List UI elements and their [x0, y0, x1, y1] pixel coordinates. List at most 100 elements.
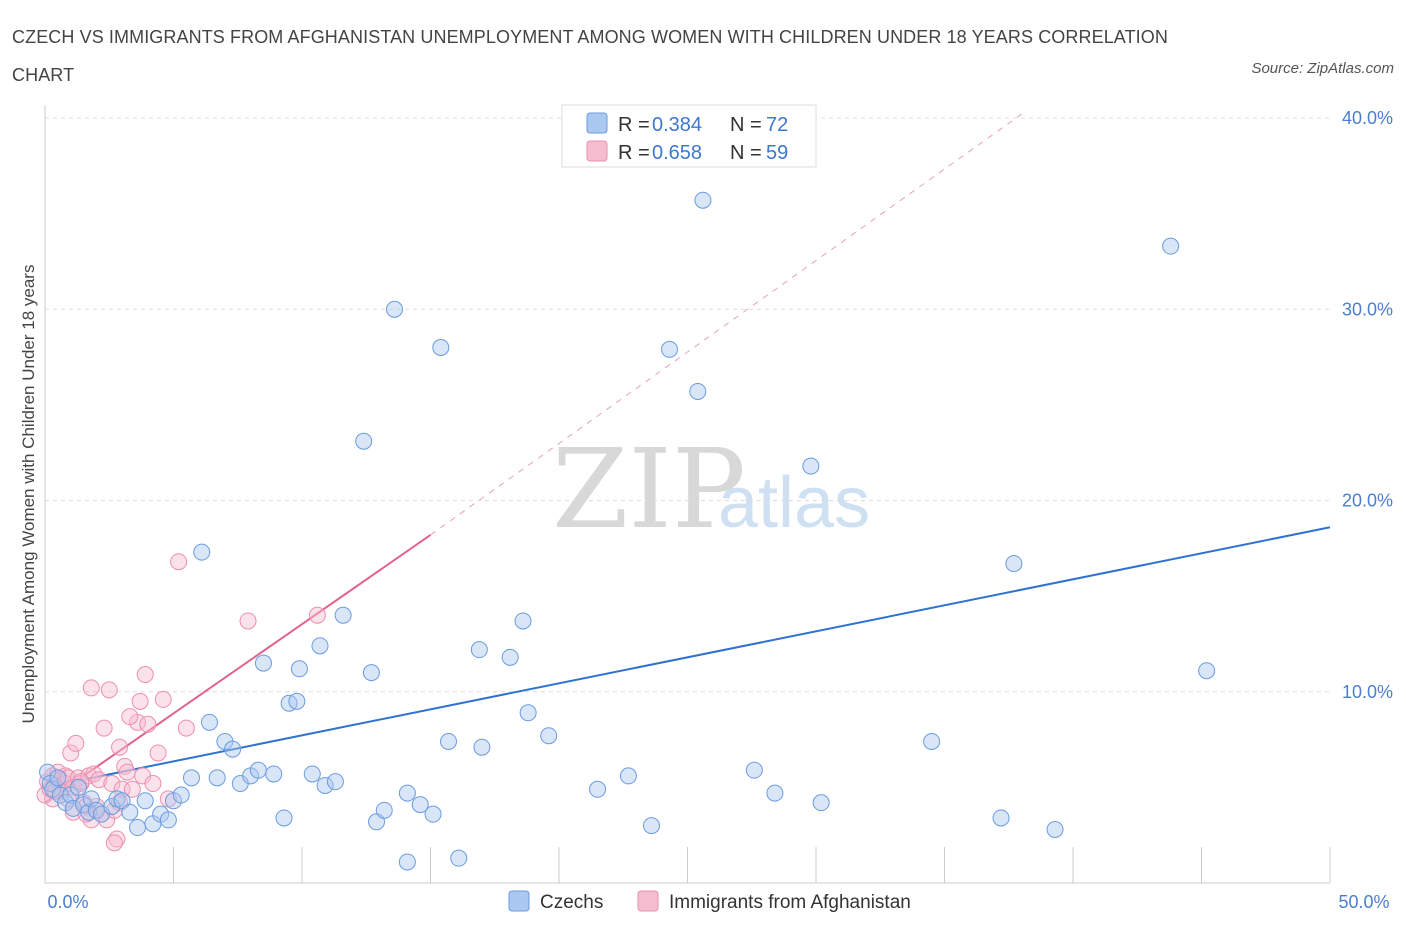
bottom-legend-czechs: Czechs	[540, 892, 603, 913]
afghan-point	[136, 666, 154, 684]
czech-point	[316, 776, 334, 794]
czech-point	[249, 761, 267, 779]
axes	[44, 105, 1330, 884]
legend-afghan-r-label: R =	[618, 142, 650, 164]
czech-point	[766, 784, 784, 802]
watermark-zip: ZIP	[552, 425, 746, 553]
czech-point	[193, 543, 211, 561]
czech-point	[589, 780, 607, 798]
czech-point	[49, 769, 67, 787]
afghan-point	[95, 719, 113, 737]
czech-points	[39, 191, 1216, 871]
afghan-trend-extension	[430, 113, 1022, 536]
top-legend: R = 0.384 N = 72 R = 0.658 N = 59	[561, 104, 817, 168]
afghan-point	[105, 834, 123, 852]
czech-point	[288, 692, 306, 710]
czech-point	[275, 809, 293, 827]
czech-point	[923, 732, 941, 750]
legend-afghan-r-value: 0.658	[652, 142, 702, 164]
afghan-point	[121, 708, 139, 726]
y-axis-title: Unemployment Among Women with Children U…	[19, 265, 38, 724]
afghan-point	[100, 681, 118, 699]
czech-point	[303, 765, 321, 783]
czech-point	[159, 811, 177, 829]
afghan-point	[170, 553, 188, 571]
afghan-point	[62, 744, 80, 762]
czech-point	[182, 769, 200, 787]
afghan-point	[90, 771, 108, 789]
afghan-point	[308, 606, 326, 624]
czech-point	[432, 339, 450, 356]
czech-point	[172, 786, 190, 804]
czech-point	[224, 740, 242, 758]
chart-title: CZECH VS IMMIGRANTS FROM AFGHANISTAN UNE…	[12, 27, 1168, 85]
czech-point	[1046, 820, 1064, 838]
czech-point	[689, 382, 707, 400]
czech-point	[694, 191, 712, 209]
czech-point	[386, 300, 404, 318]
czech-point	[661, 340, 679, 358]
czech-point	[121, 803, 139, 821]
czech-point	[200, 713, 218, 731]
bottom-legend-afghan: Immigrants from Afghanistan	[669, 892, 911, 913]
czech-point	[450, 849, 468, 867]
czech-point	[519, 704, 537, 722]
czech-point	[398, 853, 416, 871]
bottom-legend-swatch-czechs	[508, 890, 530, 912]
czech-point	[802, 457, 820, 475]
czech-point	[208, 769, 226, 787]
czech-point	[411, 796, 429, 814]
afghan-trend-line	[44, 534, 432, 804]
afghan-point	[139, 715, 157, 733]
y-tick-labels: 10.0% 20.0% 30.0% 40.0%	[1342, 108, 1393, 702]
afghan-point	[123, 780, 141, 798]
czech-point	[643, 817, 661, 835]
czech-point	[355, 432, 373, 450]
afghan-points	[36, 553, 326, 852]
czech-point	[1005, 555, 1023, 573]
afghan-point	[118, 763, 136, 781]
x-tick-label-min: 0.0%	[47, 892, 88, 912]
afghan-point	[239, 612, 257, 630]
legend-czechs-n-label: N =	[730, 114, 762, 136]
afghan-point	[177, 719, 195, 737]
czech-point	[69, 778, 87, 796]
bottom-legend-swatch-afghan	[637, 890, 659, 912]
bottom-legend: Czechs Immigrants from Afghanistan	[508, 890, 911, 913]
czech-point	[745, 761, 763, 779]
czech-point	[129, 819, 147, 837]
czech-point	[992, 809, 1010, 827]
czech-point	[424, 805, 442, 823]
afghan-point	[149, 744, 167, 762]
legend-czechs-r-value: 0.384	[652, 114, 702, 136]
czech-point	[265, 765, 283, 783]
czech-point	[334, 606, 352, 624]
afghan-point	[111, 738, 129, 756]
trend-lines	[44, 113, 1331, 804]
legend-czechs-r-label: R =	[618, 114, 650, 136]
czech-point	[473, 738, 491, 756]
source-label: Source: ZipAtlas.com	[1251, 60, 1394, 77]
afghan-point	[67, 734, 85, 752]
czech-point	[1162, 237, 1180, 255]
czech-point	[311, 637, 329, 655]
czech-point	[439, 732, 457, 750]
legend-swatch-czechs	[586, 112, 608, 134]
x-tick-label-max: 50.0%	[1338, 892, 1389, 912]
czech-point	[812, 794, 830, 812]
afghan-point	[154, 690, 172, 708]
czech-point	[514, 612, 532, 630]
afghan-point	[82, 679, 100, 697]
legend-czechs-n-value: 72	[766, 114, 788, 136]
czech-point	[362, 664, 380, 682]
czech-point	[1198, 662, 1216, 680]
grid-lines	[45, 117, 1331, 883]
y-tick-label: 30.0%	[1342, 299, 1393, 319]
czech-point	[290, 660, 308, 678]
y-tick-label: 10.0%	[1342, 682, 1393, 702]
watermark-atlas: atlas	[718, 463, 870, 543]
czech-point	[501, 648, 519, 666]
czech-point	[254, 654, 272, 672]
czech-point	[326, 773, 344, 791]
